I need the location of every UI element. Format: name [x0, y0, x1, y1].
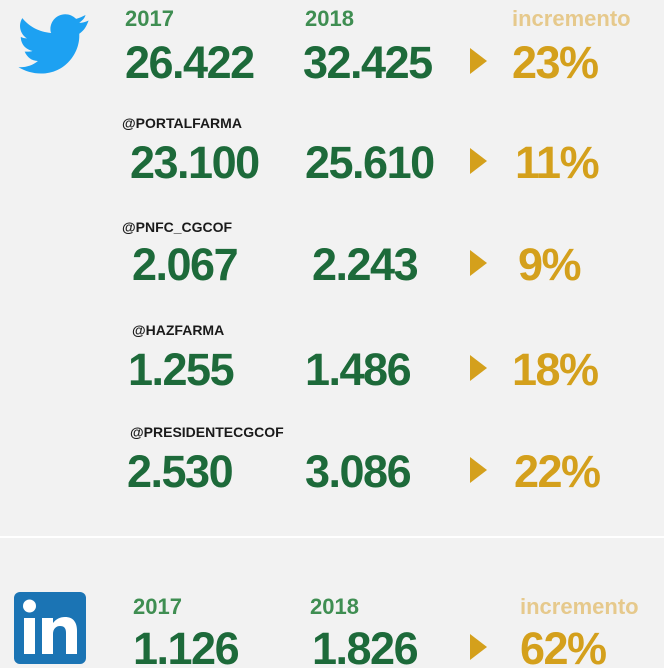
increase-label: incremento: [512, 6, 631, 31]
year-label: 2017: [133, 594, 182, 619]
value-2018: 2.243: [312, 239, 418, 290]
account-handle: @HAZFARMA: [132, 322, 224, 338]
value-2017: 26.422: [125, 37, 254, 88]
arrow: [470, 634, 487, 660]
value-2017: 2.530: [127, 446, 233, 497]
account-handle: @PNFC_CGCOF: [122, 219, 233, 235]
linkedin-logo: [14, 592, 86, 664]
value-2017: 23.100: [130, 137, 259, 188]
value-2018: 25.610: [305, 137, 434, 188]
increase: 9%: [518, 239, 581, 290]
value-2018: 32.425: [303, 37, 432, 88]
value-2018: 3.086: [305, 446, 411, 497]
value-2017: 2.067: [132, 239, 238, 290]
account-handle: @PORTALFARMA: [122, 115, 242, 131]
value-2017: 1.255: [128, 344, 234, 395]
value-2017: 1.126: [133, 623, 239, 668]
year-label: 2018: [310, 594, 359, 619]
increase: 22%: [514, 446, 600, 497]
arrow: [470, 148, 487, 174]
value-2018: 1.826: [312, 623, 418, 668]
arrow: [470, 355, 487, 381]
year-label: 2018: [305, 6, 354, 31]
value-2018: 1.486: [305, 344, 411, 395]
twitter-logo: [18, 14, 89, 74]
increase: 23%: [512, 37, 598, 88]
increase: 62%: [520, 623, 606, 668]
year-label: 2017: [125, 6, 174, 31]
increase-label: incremento: [520, 594, 639, 619]
arrow: [470, 48, 487, 74]
arrow: [470, 457, 487, 483]
increase: 18%: [512, 344, 598, 395]
account-handle: @PRESIDENTECGCOF: [130, 424, 284, 440]
arrow: [470, 250, 487, 276]
increase: 11%: [515, 137, 599, 188]
